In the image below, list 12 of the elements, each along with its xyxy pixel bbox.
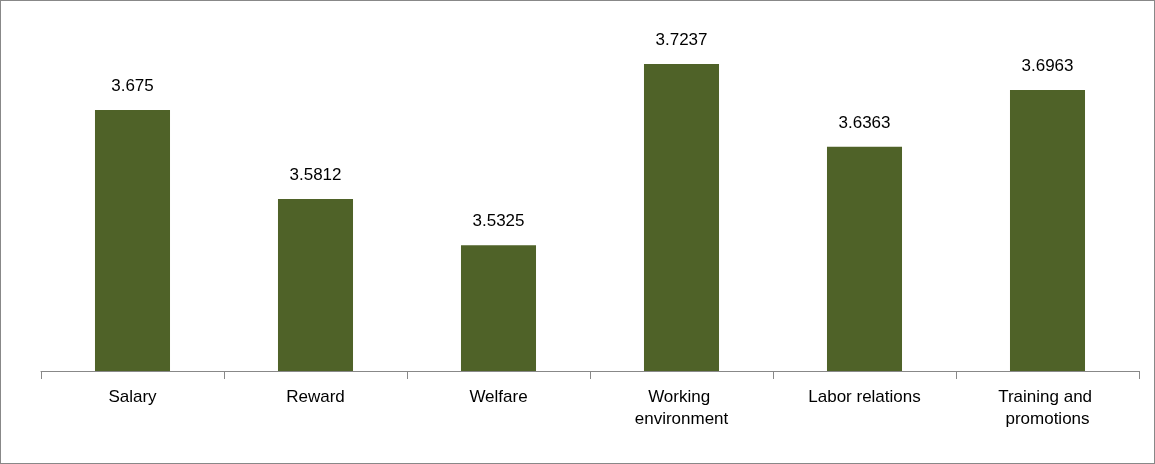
x-tick-label: Training and promotions [998,386,1097,428]
x-tick-label: Labor relations [808,386,921,406]
data-label: 3.675 [111,76,154,96]
x-tick-label: Welfare [469,386,528,406]
data-label: 3.5812 [289,165,342,185]
data-label: 3.6963 [1021,55,1074,75]
x-tick-label: Working environment [634,386,729,428]
data-label: 3.6363 [838,112,891,132]
x-tick-label: Salary [108,386,158,406]
x-tick-label: Reward [286,386,345,406]
data-label: 3.7237 [655,29,708,49]
data-label: 3.5325 [472,211,525,231]
